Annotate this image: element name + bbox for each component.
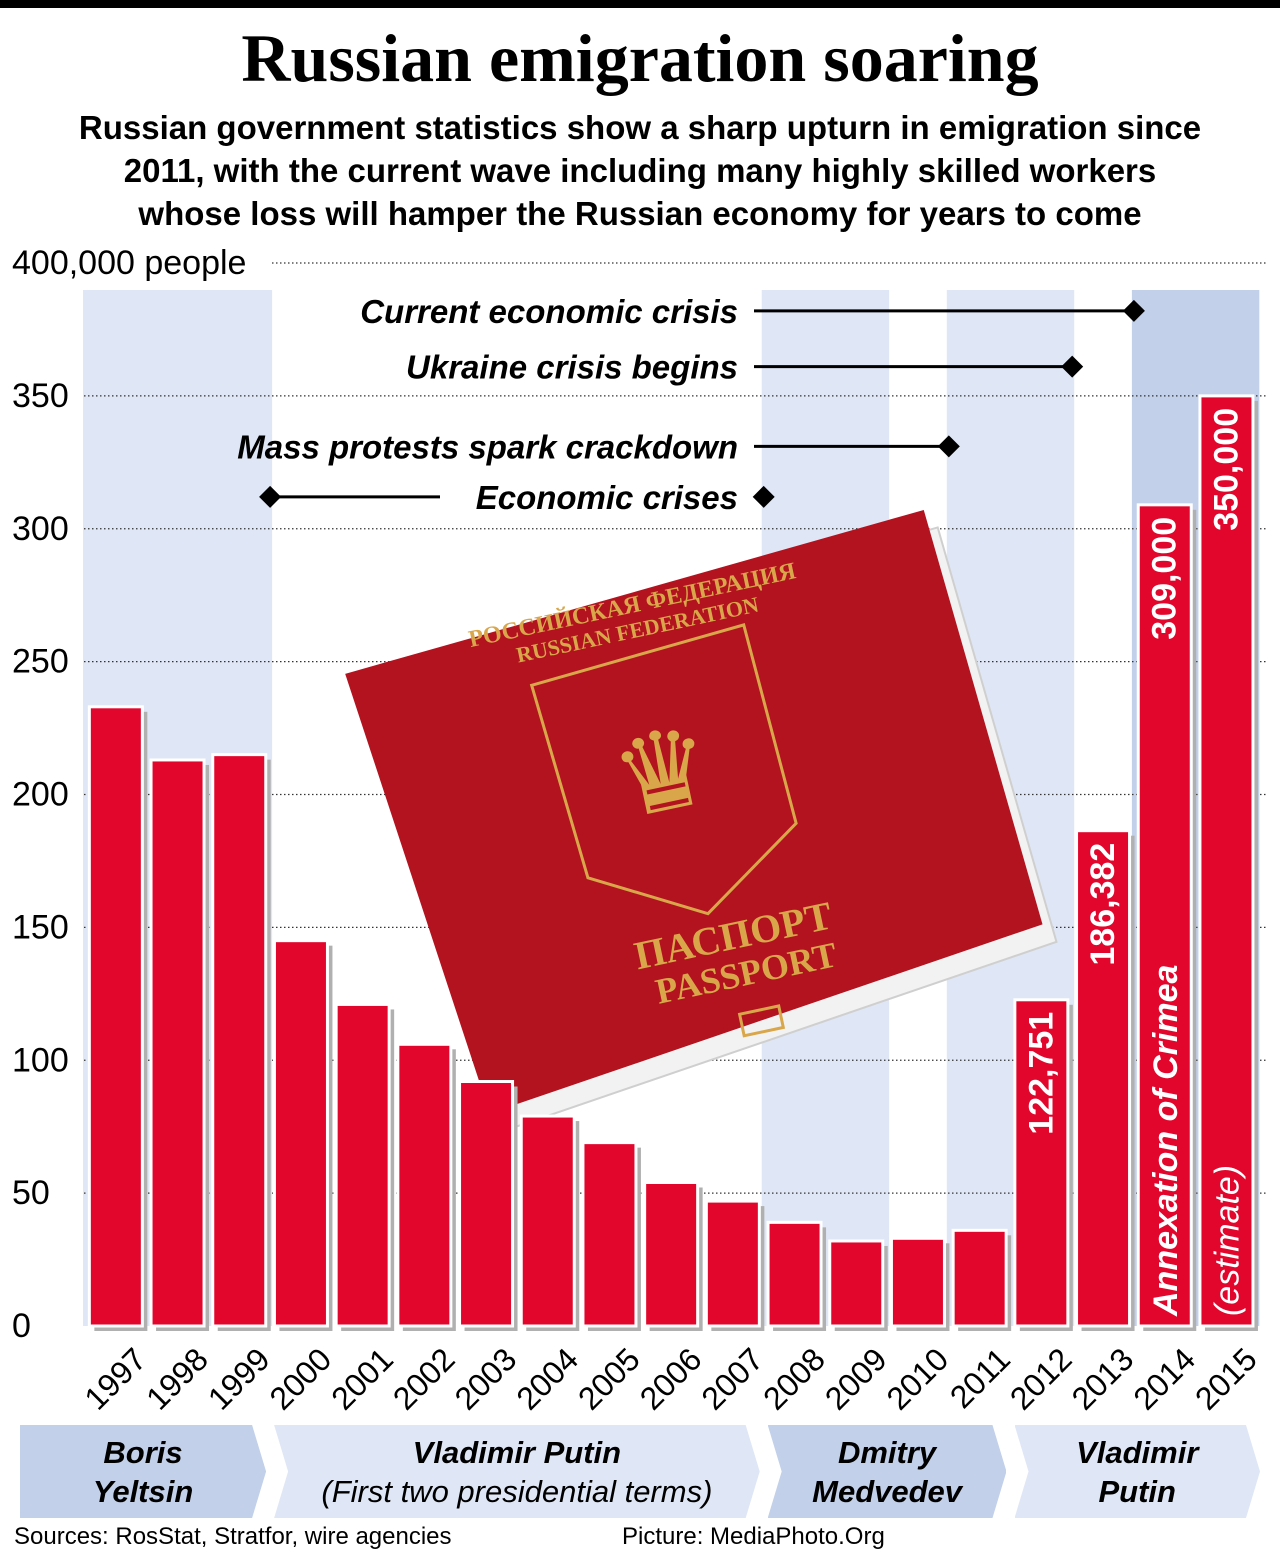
subtitle-line: 2011, with the current wave including ma… <box>123 152 1157 189</box>
x-tick-label: 2014 <box>1126 1341 1202 1417</box>
bar <box>519 1114 576 1328</box>
subtitle-line: whose loss will hamper the Russian econo… <box>138 195 1142 232</box>
leader-name-line: Yeltsin <box>92 1473 194 1509</box>
bar-value-label: 186,382 <box>1084 843 1122 966</box>
leader-period: Dmitry Medvedev <box>768 1425 1007 1518</box>
x-tick-label: 2015 <box>1188 1341 1264 1417</box>
y-tick-label: 150 <box>12 908 69 946</box>
bar <box>1198 394 1255 1328</box>
x-tick-label: 2003 <box>448 1341 524 1417</box>
bar-value-label: 122,751 <box>1022 1012 1060 1135</box>
subtitle-line: Russian government statistics show a sha… <box>78 109 1202 146</box>
leader-name: Boris Yeltsin <box>93 1433 194 1511</box>
bar-value-label: 350,000 <box>1207 408 1245 531</box>
leader-period: Boris Yeltsin <box>20 1425 266 1518</box>
bar <box>1136 503 1193 1328</box>
chart-subtitle: Russian government statistics show a sha… <box>20 106 1260 235</box>
x-tick-label: 2002 <box>386 1341 462 1417</box>
x-tick-label: 2007 <box>694 1341 770 1417</box>
leader-name-line: Medvedev <box>812 1473 963 1509</box>
diamond-marker-icon <box>1122 299 1145 322</box>
leader-name-line: Vladimir Putin <box>412 1434 622 1470</box>
leader-period: Vladimir Putin <box>1015 1425 1261 1518</box>
bar <box>1013 998 1070 1328</box>
y-tick-label: 50 <box>12 1174 50 1212</box>
picture-credit: Picture: MediaPhoto.Org <box>622 1523 885 1550</box>
x-tick-label: 2012 <box>1003 1341 1079 1417</box>
event-label: Economic crises <box>476 479 738 516</box>
y-tick-label: 200 <box>12 776 69 814</box>
chip-icon <box>737 1004 786 1038</box>
diamond-marker-icon <box>937 435 960 458</box>
sources-credit: Sources: RosStat, Stratfor, wire agencie… <box>14 1523 452 1550</box>
bar <box>211 753 268 1328</box>
bar <box>87 705 144 1328</box>
x-tick-label: 2001 <box>324 1341 400 1417</box>
event-label: Ukraine crisis begins <box>406 349 738 386</box>
x-tick-label: 2010 <box>880 1341 956 1417</box>
bar <box>581 1141 638 1328</box>
event-label: Current economic crisis <box>360 293 738 330</box>
bar <box>396 1042 453 1328</box>
bar <box>766 1220 823 1328</box>
bar <box>889 1236 946 1328</box>
bar <box>272 939 329 1328</box>
leader-name: Vladimir Putin <box>1076 1433 1198 1511</box>
leaders-strip: Boris Yeltsin Vladimir Putin (First two pre… <box>20 1425 1260 1518</box>
y-tick-label: 250 <box>12 643 69 681</box>
y-tick-label: 300 <box>12 510 69 548</box>
bar <box>149 758 206 1328</box>
bar-value-label: 309,000 <box>1146 517 1184 640</box>
leader-name: Vladimir Putin (First two presidential te… <box>321 1433 712 1511</box>
diamond-marker-icon <box>752 485 775 508</box>
leader-name-line: Dmitry <box>837 1434 937 1470</box>
x-tick-label: 2011 <box>943 1341 1017 1415</box>
x-tick-label: 1999 <box>201 1341 277 1417</box>
bar <box>458 1080 515 1328</box>
x-tick-label: 2005 <box>571 1341 647 1417</box>
y-tick-label: 100 <box>12 1041 69 1079</box>
y-tick-label: 350 <box>12 377 69 415</box>
leader-period: Vladimir Putin (First two presidential te… <box>274 1425 760 1518</box>
x-tick-label: 2006 <box>633 1341 709 1417</box>
leader-name-line: (First two presidential terms) <box>321 1473 713 1509</box>
bar <box>828 1239 885 1328</box>
x-tick-label: 1997 <box>77 1341 153 1417</box>
y-tick-label: 400,000 people <box>12 244 246 282</box>
x-tick-label: 2009 <box>818 1341 894 1417</box>
chart-title: Russian emigration soaring <box>241 20 1039 96</box>
emblem-frame <box>529 623 798 916</box>
x-tick-label: 2000 <box>263 1341 339 1417</box>
x-tick-label: 2008 <box>756 1341 832 1417</box>
x-tick-label: 2013 <box>1065 1341 1141 1417</box>
y-tick-label: 0 <box>12 1307 31 1345</box>
bar <box>643 1180 700 1328</box>
leader-name-line: Vladimir <box>1076 1434 1199 1470</box>
bar-annotation: Annexation of Crimea <box>1147 965 1185 1317</box>
bar <box>951 1228 1008 1328</box>
passport-cover <box>345 509 1043 1114</box>
bar <box>1075 829 1132 1328</box>
leader-name-line: Boris <box>103 1434 183 1470</box>
top-rule <box>0 0 1280 8</box>
x-tick-label: 1998 <box>139 1341 215 1417</box>
bar <box>704 1199 761 1328</box>
x-tick-label: 2004 <box>509 1341 585 1417</box>
bar <box>334 1002 391 1328</box>
event-label: Mass protests spark crackdown <box>237 428 738 465</box>
bar-annotation: (estimate) <box>1208 1165 1246 1316</box>
leader-name-line: Putin <box>1098 1473 1176 1509</box>
diamond-marker-icon <box>1061 355 1084 378</box>
leader-name: Dmitry Medvedev <box>812 1433 962 1511</box>
